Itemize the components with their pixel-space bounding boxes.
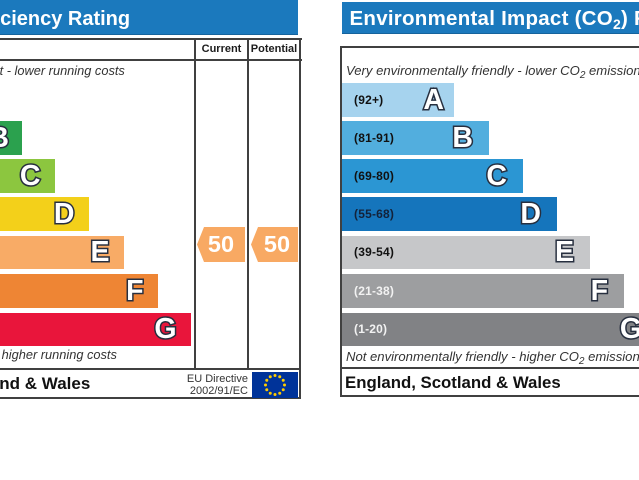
svg-text:50: 50 (208, 231, 234, 257)
svg-text:50: 50 (264, 231, 290, 257)
